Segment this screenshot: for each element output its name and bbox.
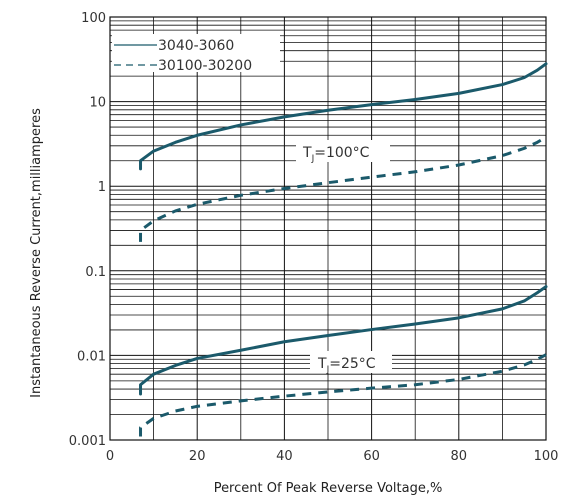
x-tick-label: 20 [189, 449, 206, 464]
y-axis-title: Instantaneous Reverse Current,milliamper… [29, 108, 44, 398]
annotation-tj-100-sub: J [311, 154, 315, 164]
y-tick-label: 0.01 [77, 349, 106, 364]
x-tick-label: 40 [276, 449, 293, 464]
x-tick-label: 80 [451, 449, 468, 464]
series-line-30100-30200-tj100 [139, 135, 547, 242]
y-tick-label: 0.1 [85, 265, 106, 280]
annotation-tj-25-base: T [317, 356, 327, 372]
y-tick-label: 0.001 [69, 434, 106, 449]
series-line-3040-3060-tj100 [139, 62, 548, 171]
legend-bg [112, 34, 280, 72]
annotation-tj-100-base: T [302, 145, 312, 161]
annotation-tj-100-bg [296, 140, 390, 162]
x-tick-label: 100 [534, 449, 559, 464]
plot-frame [109, 16, 547, 441]
series-lines [139, 62, 548, 437]
annotation-tj-25-bg [310, 351, 392, 373]
legend: 3040-3060 30100-30200 [112, 34, 280, 74]
series-line-30100-30200-tj25 [139, 353, 547, 437]
annotation-tj-100-rest: =100°C [314, 145, 369, 161]
legend-label-3040-3060: 3040-3060 [158, 38, 234, 54]
annotation-tj-25-sub: J [326, 365, 330, 375]
x-tick-label: 60 [363, 449, 380, 464]
x-axis-title: Percent Of Peak Reverse Voltage,% [214, 481, 443, 496]
x-tick-label: 0 [106, 449, 114, 464]
y-tick-label: 10 [89, 96, 106, 111]
y-tick-label: 1 [98, 180, 106, 195]
annotation-tj-25: TJ=25°C [310, 351, 392, 375]
series-line-3040-3060-tj25 [139, 285, 548, 396]
annotation-tj-100: TJ=100°C [296, 140, 390, 164]
annotation-tj-25-text: TJ=25°C [317, 356, 376, 375]
annotation-tj-25-rest: =25°C [329, 356, 376, 372]
tick-labels: 0 20 40 60 80 100 0.001 0.01 0.1 1 10 100 [69, 11, 559, 464]
legend-label-30100-30200: 30100-30200 [158, 58, 252, 74]
annotation-tj-100-text: TJ=100°C [302, 145, 370, 164]
y-tick-label: 100 [81, 11, 106, 26]
